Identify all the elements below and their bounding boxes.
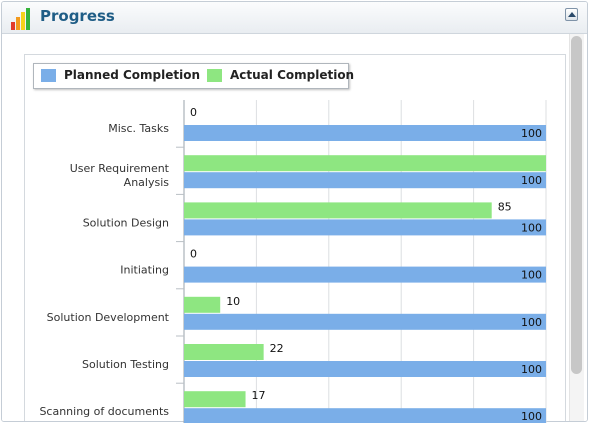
- category-label: Solution Development: [47, 311, 170, 324]
- value-label-actual: 10: [226, 295, 240, 308]
- bar-actual: [184, 391, 246, 408]
- bar-actual: [184, 155, 546, 172]
- value-label-actual: 85: [498, 200, 512, 213]
- legend-label-actual: Actual Completion: [230, 68, 355, 82]
- category-label: Solution Design: [83, 216, 169, 229]
- chart-legend: Planned Completion Actual Completion: [33, 63, 354, 89]
- legend-label-planned: Planned Completion: [64, 68, 201, 82]
- value-label-planned: 100: [521, 269, 542, 282]
- value-label-planned: 100: [521, 316, 542, 329]
- bar-planned: [184, 172, 546, 189]
- value-label-planned: 100: [521, 221, 542, 234]
- category-label: Analysis: [124, 176, 170, 189]
- collapse-up-icon[interactable]: [565, 8, 578, 21]
- scrollbar-thumb[interactable]: [571, 36, 582, 374]
- chart-frame: [24, 54, 566, 421]
- bar-planned: [184, 125, 546, 141]
- panel-header: Progress: [2, 2, 587, 34]
- panel-title: Progress: [40, 7, 115, 25]
- category-label: Solution Testing: [82, 358, 169, 371]
- legend-swatch-planned: [41, 69, 56, 82]
- value-label-actual: 17: [252, 389, 266, 402]
- bar-planned: [184, 266, 546, 283]
- value-label-planned: 100: [521, 363, 542, 376]
- bar-actual: [184, 202, 492, 219]
- value-label-planned: 100: [521, 410, 542, 423]
- bar-actual: [184, 296, 221, 313]
- value-label-planned: 100: [521, 174, 542, 187]
- value-label-planned: 100: [521, 127, 542, 140]
- bar-planned: [184, 313, 546, 330]
- bar-actual: [184, 344, 264, 360]
- category-label: Initiating: [120, 264, 169, 277]
- value-label-actual: 22: [270, 342, 284, 355]
- value-label-actual: 0: [190, 106, 197, 119]
- legend-swatch-actual: [207, 69, 222, 82]
- category-label: User Requirement: [70, 162, 170, 175]
- bar-chart-icon: [11, 8, 30, 30]
- bar-planned: [184, 219, 546, 236]
- category-label: Misc. Tasks: [108, 122, 169, 135]
- category-label: Scanning of documents: [39, 405, 169, 418]
- value-label-actual: 0: [190, 248, 197, 261]
- bar-planned: [184, 361, 546, 377]
- vertical-scrollbar[interactable]: [569, 34, 584, 421]
- bar-planned: [184, 408, 546, 423]
